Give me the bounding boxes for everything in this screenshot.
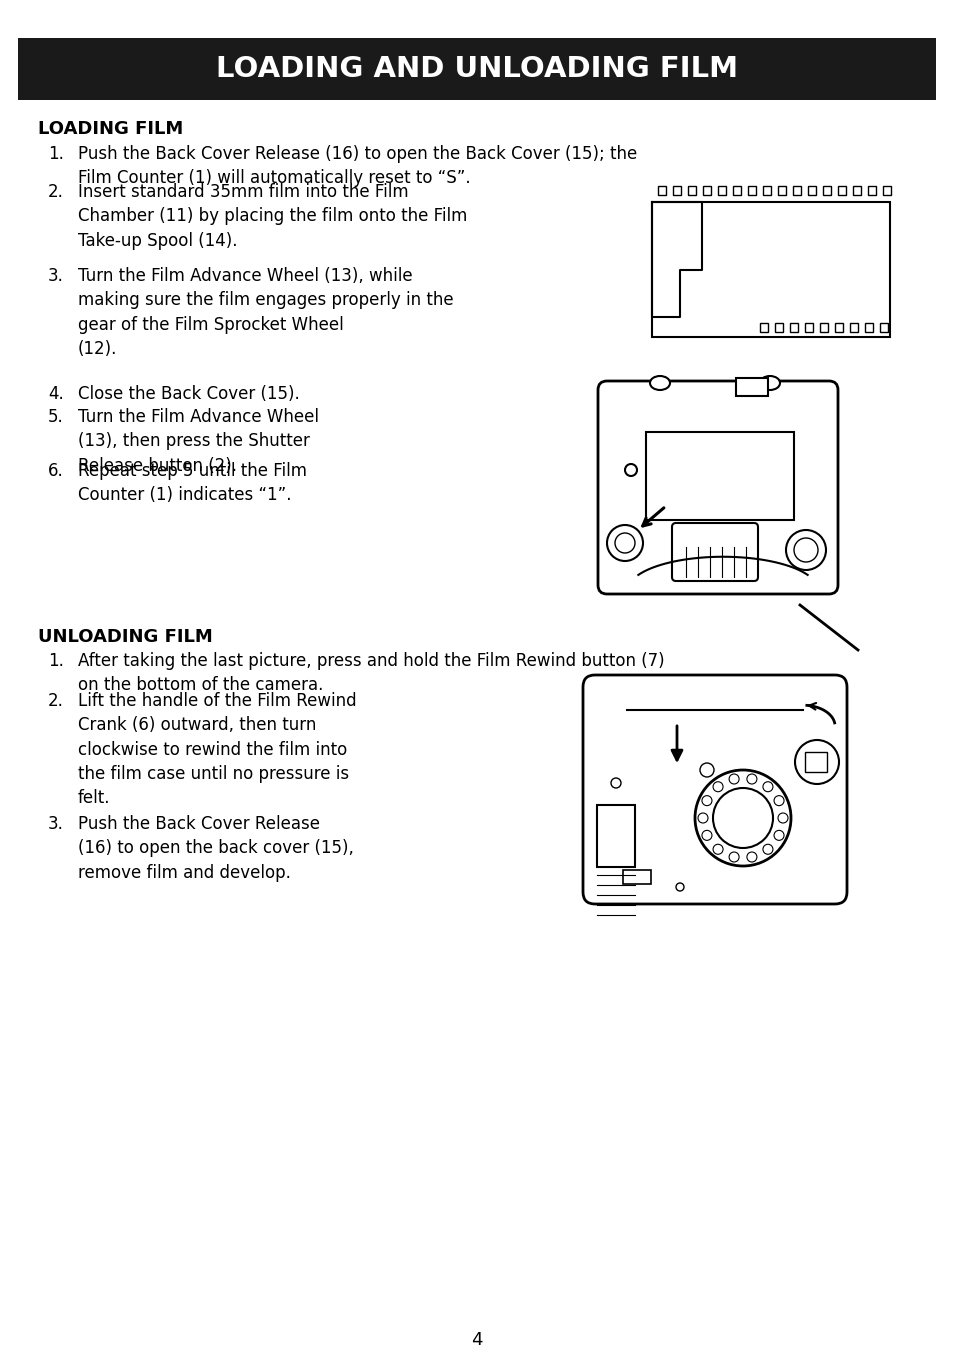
Text: LOADING FILM: LOADING FILM [38,120,183,138]
Text: UNLOADING FILM: UNLOADING FILM [38,628,213,646]
Circle shape [610,778,620,788]
Bar [718,185,725,195]
Text: After taking the last picture, press and hold the Film Rewind button (7)
on the : After taking the last picture, press and… [78,652,664,694]
Circle shape [676,883,683,891]
Bar [622,870,650,885]
Circle shape [615,533,635,553]
Bar [658,185,665,195]
Bar [837,185,845,195]
Circle shape [695,770,790,866]
Text: Lift the handle of the Film Rewind
Crank (6) outward, then turn
clockwise to rew: Lift the handle of the Film Rewind Crank… [78,692,356,807]
Bar [852,185,861,195]
Circle shape [728,774,739,784]
Text: Insert standard 35mm film into the Film
Chamber (11) by placing the film onto th: Insert standard 35mm film into the Film … [78,183,467,249]
Text: 5.: 5. [48,408,64,427]
Bar [789,323,797,333]
Circle shape [794,740,838,784]
FancyBboxPatch shape [582,675,846,904]
Text: 2.: 2. [48,183,64,200]
Circle shape [701,830,711,841]
Bar [735,378,767,397]
Bar [774,323,782,333]
Circle shape [728,852,739,861]
Bar [864,323,872,333]
Bar [804,323,812,333]
Bar [879,323,887,333]
Bar [747,185,755,195]
Bar [762,185,770,195]
Bar [702,185,710,195]
Text: 1.: 1. [48,652,64,671]
Text: 3.: 3. [48,815,64,833]
Circle shape [778,812,787,823]
Text: Push the Back Cover Release (16) to open the Back Cover (15); the
Film Counter (: Push the Back Cover Release (16) to open… [78,144,637,187]
Circle shape [773,830,783,841]
Bar [778,185,785,195]
Circle shape [712,782,722,792]
Circle shape [793,538,817,562]
Circle shape [746,774,756,784]
Bar [882,185,890,195]
Bar [687,185,696,195]
Bar [732,185,740,195]
Ellipse shape [649,376,669,390]
Bar [834,323,842,333]
Text: Turn the Film Advance Wheel (13), while
making sure the film engages properly in: Turn the Film Advance Wheel (13), while … [78,267,453,358]
Text: 2.: 2. [48,692,64,710]
Text: Turn the Film Advance Wheel
(13), then press the Shutter
Release button (2).: Turn the Film Advance Wheel (13), then p… [78,408,318,474]
Circle shape [712,788,772,848]
Circle shape [624,463,637,476]
Bar [645,432,793,521]
Circle shape [712,844,722,855]
Text: 6.: 6. [48,462,64,480]
Circle shape [606,525,642,562]
Bar [822,185,830,195]
Circle shape [746,852,756,861]
Text: Repeat step 5 until the Film
Counter (1) indicates “1”.: Repeat step 5 until the Film Counter (1)… [78,462,307,504]
Ellipse shape [760,376,780,390]
Bar [672,185,680,195]
Text: Close the Back Cover (15).: Close the Back Cover (15). [78,384,299,403]
Bar [804,752,826,771]
Circle shape [762,844,772,855]
Text: LOADING AND UNLOADING FILM: LOADING AND UNLOADING FILM [215,55,738,83]
Circle shape [773,796,783,806]
Text: 4: 4 [471,1332,482,1349]
Bar [792,185,801,195]
Circle shape [762,782,772,792]
FancyBboxPatch shape [598,382,837,594]
Bar [849,323,857,333]
Bar [651,202,889,337]
Text: 1.: 1. [48,144,64,164]
Bar [760,323,767,333]
Text: 4.: 4. [48,384,64,403]
Circle shape [785,530,825,570]
Bar [820,323,827,333]
FancyBboxPatch shape [671,523,758,581]
Bar [867,185,875,195]
Bar [18,38,935,99]
Text: Push the Back Cover Release
(16) to open the back cover (15),
remove film and de: Push the Back Cover Release (16) to open… [78,815,354,882]
Bar [597,806,635,867]
Circle shape [700,763,713,777]
Text: 3.: 3. [48,267,64,285]
Circle shape [698,812,707,823]
Bar [807,185,815,195]
Circle shape [701,796,711,806]
